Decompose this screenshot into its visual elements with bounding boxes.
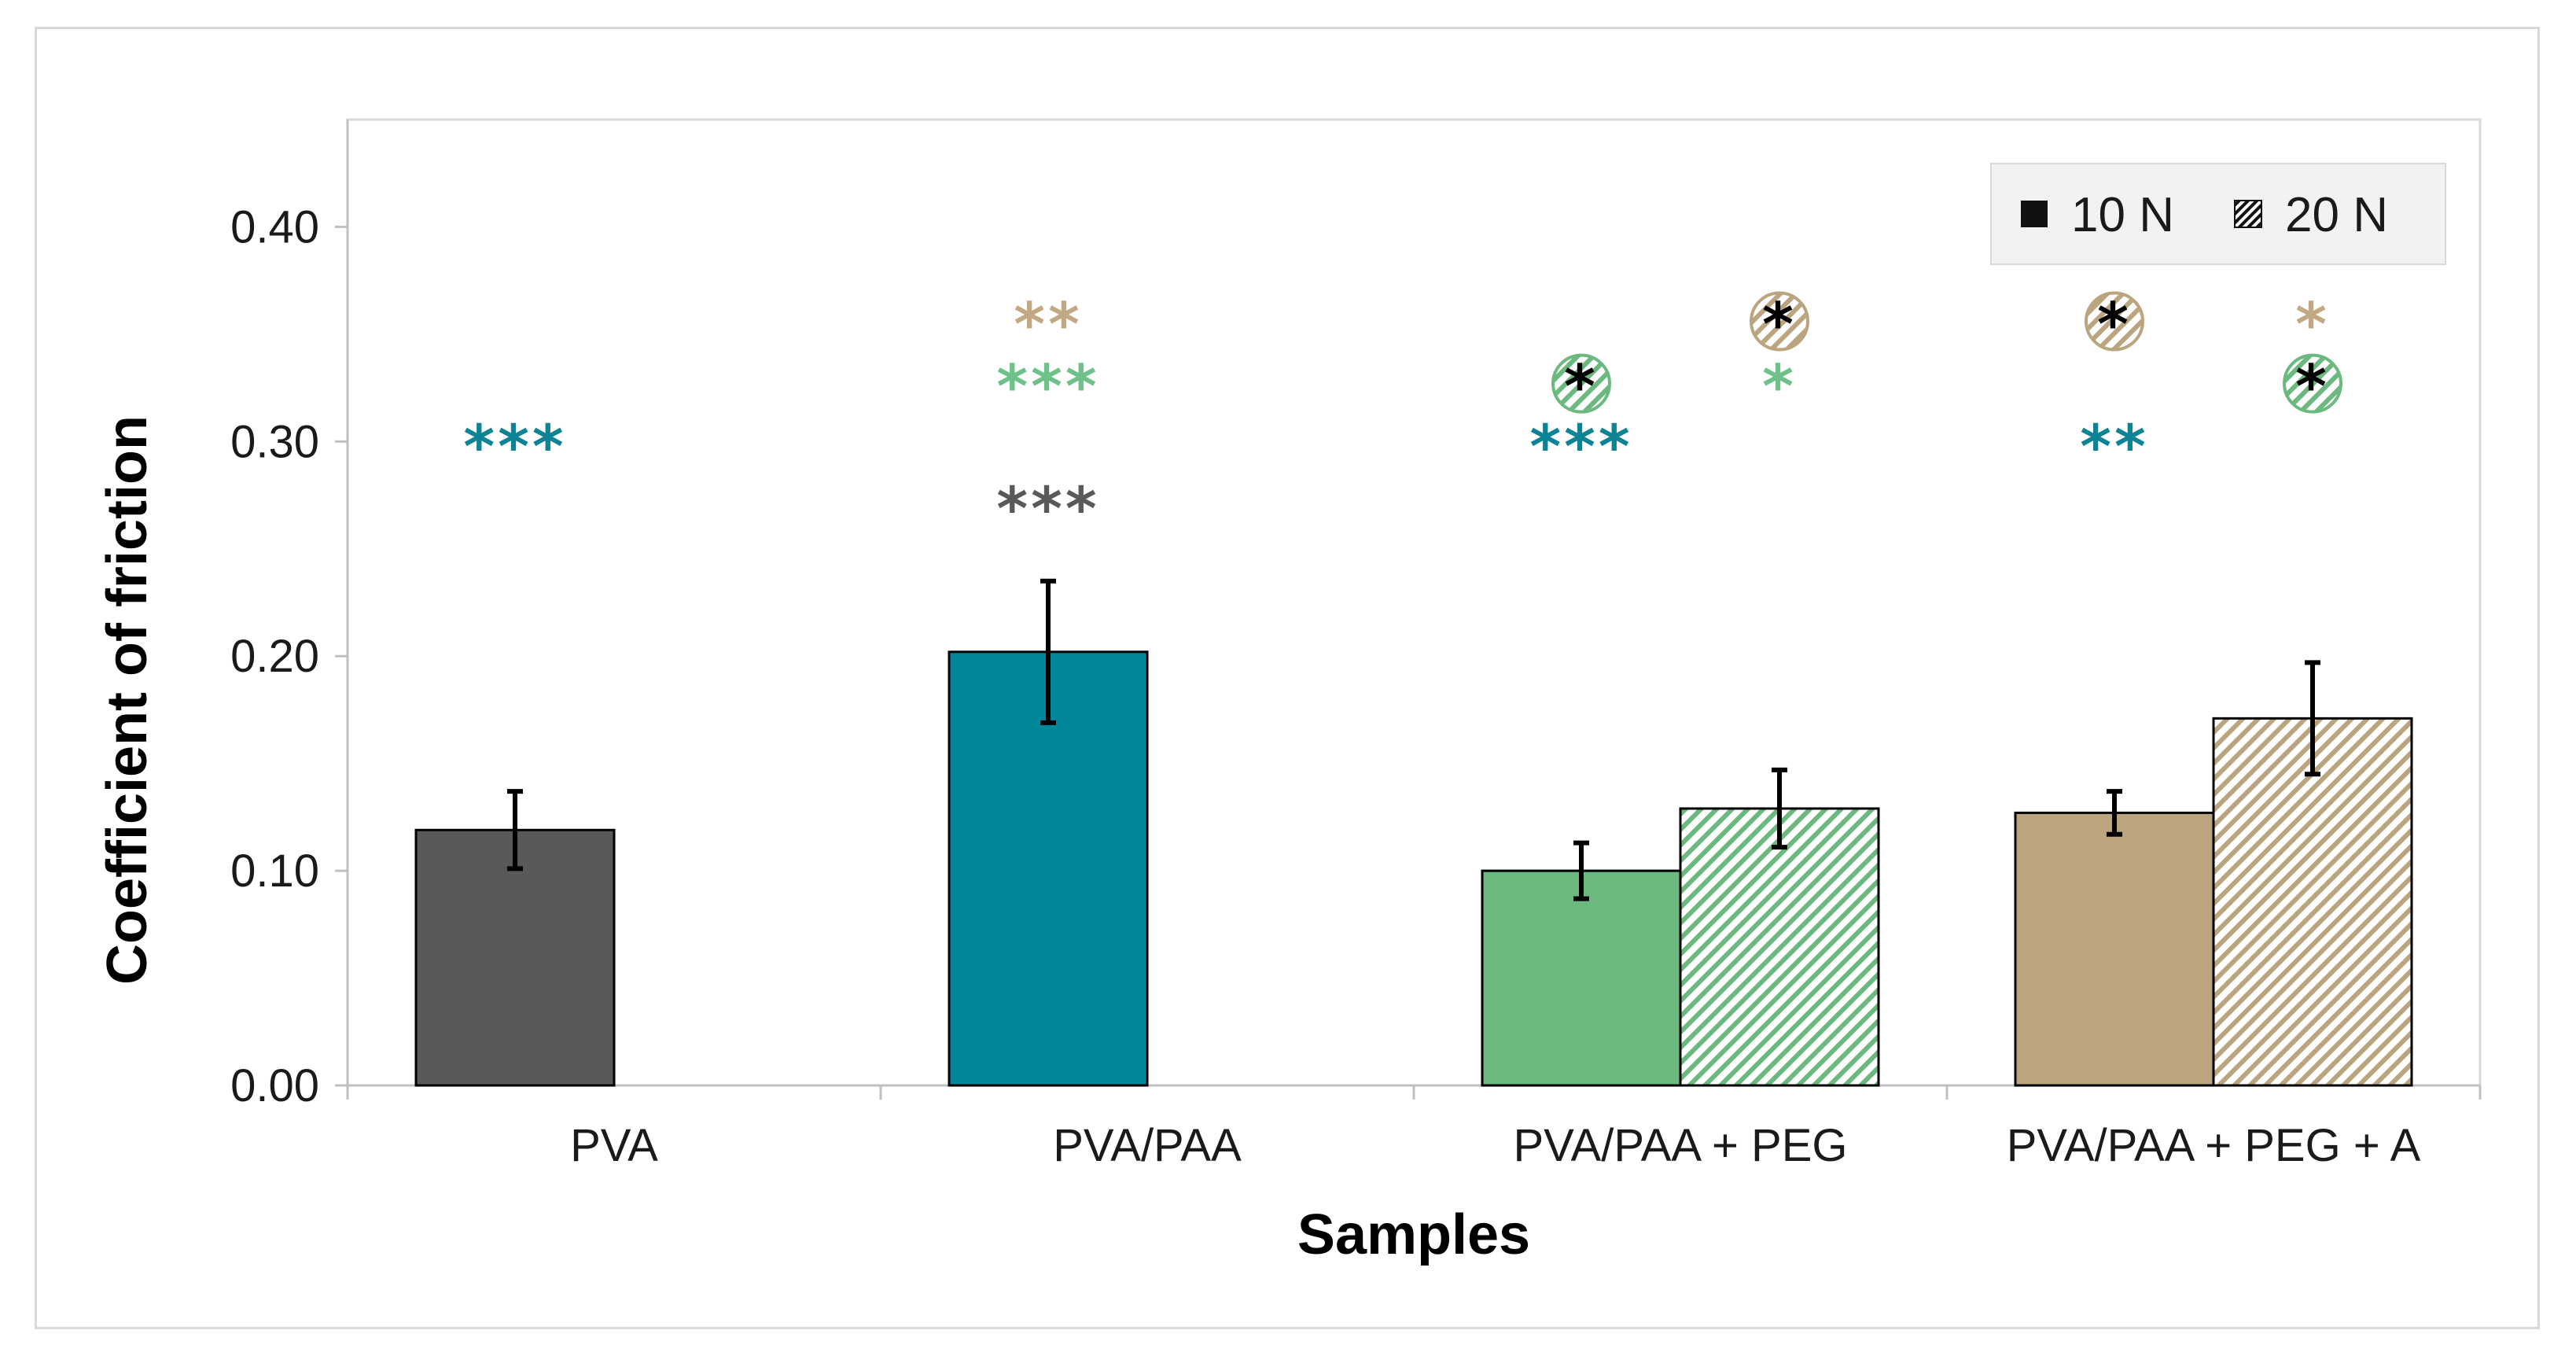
legend-box <box>1990 163 2446 265</box>
svg-text:**: ** <box>2080 411 2149 481</box>
y-tick-label: 0.20 <box>230 631 319 682</box>
svg-text:***: *** <box>996 352 1099 422</box>
bar-20n <box>2212 717 2413 1087</box>
legend-swatch-10n <box>2021 201 2048 227</box>
legend: 10 N 20 N <box>1990 163 2446 265</box>
significance-marker: ** <box>1014 289 1083 359</box>
error-bar <box>2107 789 2122 837</box>
significance-annotations: ********************** <box>463 289 2342 543</box>
circled-significance-marker: * <box>1551 352 1611 422</box>
y-tick-label: 0.10 <box>230 846 319 897</box>
circled-significance-marker: * <box>2085 289 2144 359</box>
x-tick-label: PVA <box>570 1120 658 1171</box>
svg-text:***: *** <box>1529 411 1632 481</box>
y-tick-label: 0.30 <box>230 416 319 467</box>
significance-marker: ** <box>2080 411 2149 481</box>
svg-text:**: ** <box>1014 289 1083 359</box>
circled-significance-marker: * <box>1750 289 1809 359</box>
legend-label-20n: 20 N <box>2285 188 2388 242</box>
svg-text:***: *** <box>996 473 1099 543</box>
error-bar <box>1573 840 1589 901</box>
svg-text:*: * <box>1762 289 1797 359</box>
svg-text:*: * <box>1762 352 1797 422</box>
significance-marker: *** <box>996 473 1099 543</box>
svg-text:***: *** <box>463 411 566 481</box>
x-tick-label: PVA/PAA + PEG + A <box>2007 1120 2421 1171</box>
legend-label-10n: 10 N <box>2071 188 2174 242</box>
svg-text:*: * <box>1564 352 1599 422</box>
x-axis: PVA PVA/PAA PVA/PAA + PEG PVA/PAA + PEG + A <box>346 1084 2482 1171</box>
y-tick-label: 0.40 <box>230 201 319 252</box>
x-tick-label: PVA/PAA + PEG <box>1513 1120 1847 1171</box>
bar-20n <box>1679 807 1880 1087</box>
error-bar <box>507 789 523 871</box>
y-tick-label: 0.00 <box>230 1060 319 1111</box>
y-axis: 0.00 0.10 0.20 0.30 0.40 <box>230 120 349 1111</box>
bar-10n <box>414 828 616 1087</box>
svg-text:*: * <box>2295 352 2330 422</box>
svg-text:*: * <box>2097 289 2132 359</box>
legend-swatch-20n <box>2234 200 2262 228</box>
x-axis-title: Samples <box>1297 1203 1530 1266</box>
x-tick-label: PVA/PAA <box>1053 1120 1242 1171</box>
significance-marker: * <box>1762 352 1797 422</box>
bar-10n <box>2014 811 2215 1087</box>
error-bar <box>1040 578 1056 725</box>
significance-marker: *** <box>996 352 1099 422</box>
y-axis-title: Coefficient of friction <box>96 415 159 985</box>
svg-text:*: * <box>2295 289 2330 359</box>
circled-significance-marker: * <box>2283 352 2342 422</box>
significance-marker: *** <box>463 411 566 481</box>
error-bar <box>1772 767 1787 850</box>
bar-10n <box>1481 869 1682 1087</box>
bars <box>414 650 2413 1087</box>
significance-marker: *** <box>1529 411 1632 481</box>
significance-marker: * <box>2295 289 2330 359</box>
error-bar <box>2305 660 2320 777</box>
error-bars <box>507 578 2320 901</box>
